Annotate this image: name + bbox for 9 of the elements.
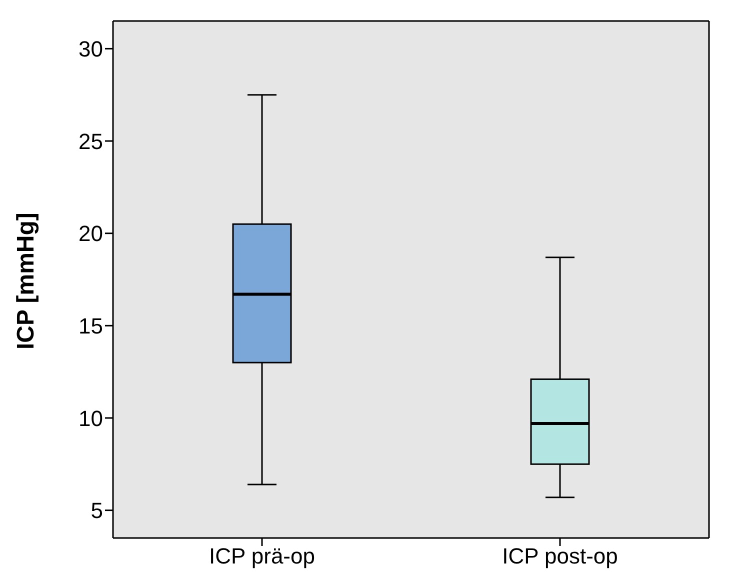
y-tick-label: 20	[78, 221, 103, 246]
x-tick-label: ICP post-op	[502, 544, 618, 569]
x-tick-label: ICP prä-op	[209, 544, 315, 569]
y-tick-label: 10	[78, 406, 103, 431]
y-tick-label: 30	[78, 36, 103, 62]
y-tick-label: 15	[78, 313, 103, 338]
y-tick-label: 25	[78, 128, 103, 154]
y-axis-title: ICP [mmHg]	[12, 212, 40, 350]
y-tick-label: 5	[90, 498, 103, 524]
